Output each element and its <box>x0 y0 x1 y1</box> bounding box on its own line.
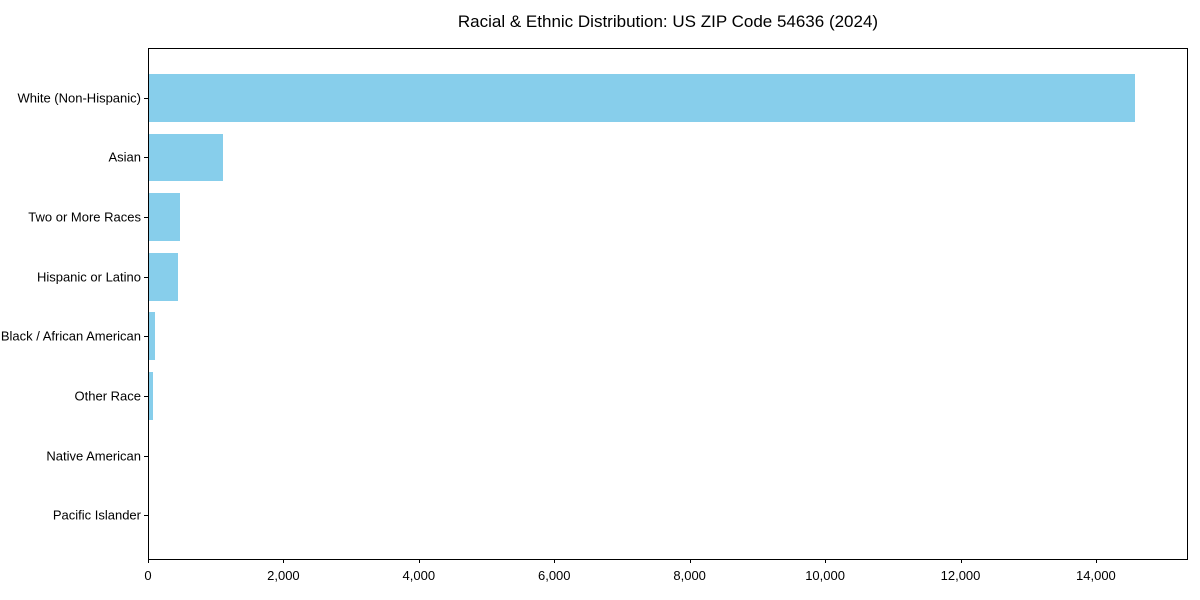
bar-row: Hispanic or Latino <box>37 247 1187 307</box>
bar-row: Pacific Islander <box>53 485 1187 545</box>
x-axis: 0 2,000 4,000 6,000 8,000 10,000 12,000 14,000 <box>144 559 1188 599</box>
y-tick-mark <box>144 97 148 99</box>
y-tick-mark <box>144 395 148 397</box>
y-axis-label: Native American <box>46 448 141 464</box>
bar <box>149 252 179 301</box>
bar <box>149 73 1135 122</box>
bar-row: Asian <box>108 128 1187 188</box>
bar <box>149 372 154 420</box>
y-axis-label: Other Race <box>74 388 141 404</box>
x-tick-label: 2,000 <box>267 568 300 583</box>
x-tick-label: 10,000 <box>805 568 845 583</box>
y-tick-mark <box>144 157 148 159</box>
x-tick-mark <box>825 559 827 563</box>
x-tick-mark <box>689 559 691 563</box>
y-axis-label: Black / African American <box>0 328 141 344</box>
x-tick-label: 6,000 <box>537 568 571 583</box>
x-tick-mark <box>554 559 556 563</box>
bar <box>149 193 181 241</box>
y-axis-label: White (Non-Hispanic) <box>17 90 141 106</box>
y-tick-mark <box>144 515 148 517</box>
bar-row: White (Non-Hispanic) <box>17 68 1187 128</box>
x-tick-mark <box>283 559 285 563</box>
x-tick-label: 4,000 <box>402 568 436 583</box>
y-tick-mark <box>144 217 148 219</box>
bar <box>149 133 224 182</box>
x-tick-label: 14,000 <box>1076 568 1116 583</box>
bar-row: Other Race <box>75 366 1187 426</box>
x-tick-label: 12,000 <box>940 568 981 583</box>
bar-row: Two or More Races <box>28 187 1187 247</box>
y-tick-mark <box>144 336 148 338</box>
bar-rows: White (Non-Hispanic) Asian Two or More Rac… <box>1 49 1187 559</box>
x-tick-mark <box>148 559 149 563</box>
bar-row: Black / African American <box>1 307 1187 367</box>
y-axis-label: Hispanic or Latino <box>36 269 141 285</box>
plot-area: White (Non-Hispanic) Asian Two or More Rac… <box>1 48 1188 560</box>
chart-title: Racial & Ethnic Distribution: US ZIP Cod… <box>457 12 879 31</box>
x-tick-label: 8,000 <box>673 568 706 583</box>
y-tick-mark <box>144 276 148 278</box>
bar <box>149 312 156 361</box>
x-tick-label: 0 <box>144 568 152 583</box>
bar-row: Native American <box>46 426 1187 486</box>
x-tick-mark <box>1095 559 1097 563</box>
y-axis-label: Two or More Races <box>28 209 141 225</box>
x-tick-mark <box>418 559 420 563</box>
y-tick-mark <box>144 455 148 457</box>
x-tick-mark <box>960 559 962 563</box>
y-axis-label: Pacific Islander <box>52 507 141 523</box>
y-axis-label: Asian <box>108 149 141 165</box>
